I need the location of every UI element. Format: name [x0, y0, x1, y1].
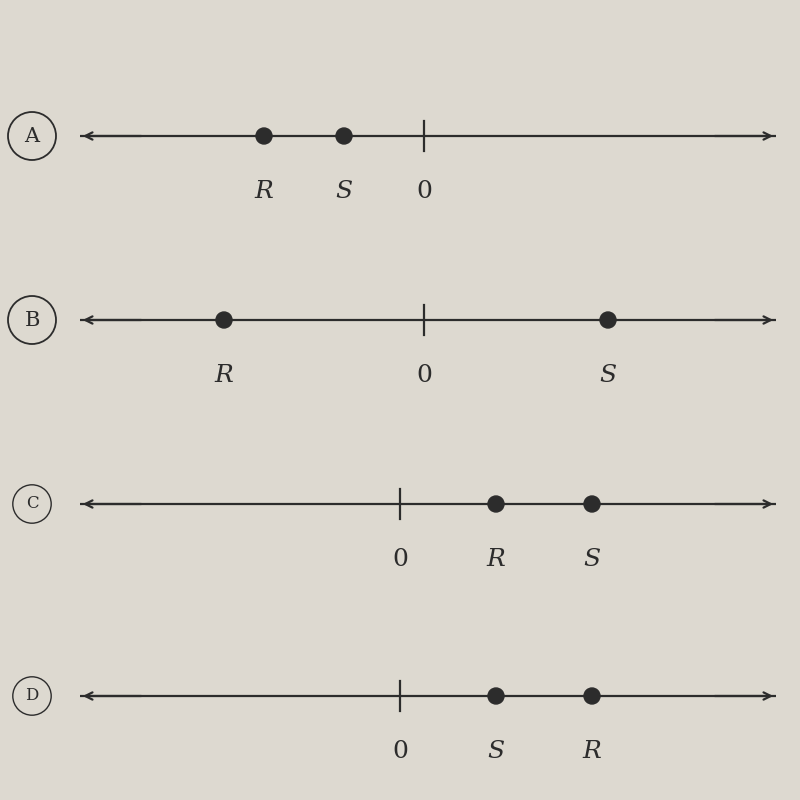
Text: 0: 0: [416, 180, 432, 203]
Circle shape: [600, 312, 616, 328]
Text: 0: 0: [392, 548, 408, 571]
Text: S: S: [583, 548, 601, 571]
Text: B: B: [24, 310, 40, 330]
Text: R: R: [582, 740, 602, 763]
Text: S: S: [335, 180, 353, 203]
Circle shape: [584, 688, 600, 704]
Text: S: S: [487, 740, 505, 763]
Text: A: A: [25, 126, 39, 146]
Text: C: C: [26, 495, 38, 513]
Circle shape: [488, 496, 504, 512]
Circle shape: [256, 128, 272, 144]
Text: R: R: [254, 180, 274, 203]
Text: R: R: [214, 364, 234, 387]
Text: 0: 0: [416, 364, 432, 387]
Circle shape: [336, 128, 352, 144]
Text: R: R: [486, 548, 506, 571]
Text: 0: 0: [392, 740, 408, 763]
Text: S: S: [599, 364, 617, 387]
Text: D: D: [26, 687, 38, 705]
Circle shape: [488, 688, 504, 704]
Circle shape: [584, 496, 600, 512]
Circle shape: [216, 312, 232, 328]
